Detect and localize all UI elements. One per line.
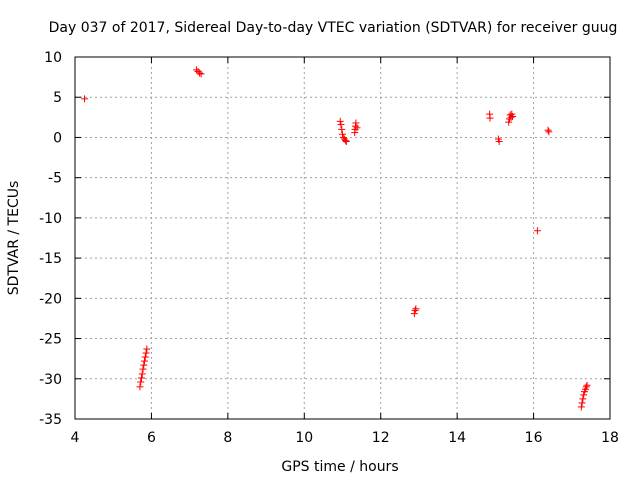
data-point (342, 137, 350, 145)
data-point (578, 399, 586, 407)
data-point (412, 305, 420, 313)
data-point (353, 124, 361, 132)
data-point (137, 374, 145, 382)
data-point (507, 113, 515, 121)
data-point (337, 121, 345, 129)
data-point (197, 70, 205, 78)
data-point (580, 391, 588, 399)
data-point (196, 69, 204, 77)
x-axis-label: GPS time / hours (281, 459, 398, 475)
data-point (138, 370, 146, 378)
tick-labels: 4 6 8 10 12 14 16 18 10 5 0 -5 -10 -15 -20 -25 -30 -35 (39, 50, 619, 446)
data-point (544, 126, 552, 134)
data-point (509, 113, 517, 121)
y-tick-label: 10 (44, 50, 62, 66)
data-point (577, 403, 585, 411)
data-point (410, 310, 418, 318)
y-tick-label: -30 (39, 372, 62, 388)
ticks (74, 56, 611, 420)
data-point (140, 361, 148, 369)
data-points (81, 66, 591, 411)
y-tick-label: -15 (39, 251, 62, 267)
x-tick-label: 6 (147, 430, 156, 446)
data-point (411, 306, 419, 314)
data-point (338, 125, 346, 133)
x-tick-label: 4 (71, 430, 80, 446)
y-axis-label: SDTVAR / TECUs (6, 181, 22, 296)
data-point (141, 353, 149, 361)
data-point (533, 227, 541, 235)
data-point (136, 383, 144, 391)
data-point (505, 118, 513, 126)
data-point (141, 357, 149, 365)
x-tick-label: 10 (295, 430, 313, 446)
data-point (139, 365, 147, 373)
data-point (342, 137, 350, 145)
x-tick-label: 18 (601, 430, 619, 446)
y-tick-label: -25 (39, 332, 62, 348)
y-tick-label: -35 (39, 412, 62, 428)
y-tick-label: -10 (39, 211, 62, 227)
data-point (336, 117, 344, 125)
chart-title: Day 037 of 2017, Sidereal Day-to-day VTE… (49, 20, 618, 36)
y-tick-label: 5 (53, 90, 62, 106)
x-tick-label: 12 (372, 430, 390, 446)
grid (75, 57, 610, 419)
data-point (193, 66, 201, 74)
data-point (339, 130, 346, 138)
data-point (583, 381, 591, 389)
data-point (579, 395, 587, 403)
y-tick-label: 0 (53, 130, 62, 146)
data-point (81, 95, 89, 103)
data-point (137, 378, 145, 386)
plot-frame (74, 56, 611, 420)
data-point (143, 345, 151, 353)
x-tick-label: 14 (448, 430, 466, 446)
data-point (486, 114, 494, 122)
y-tick-label: -20 (39, 291, 62, 307)
data-point (352, 119, 360, 127)
x-tick-label: 8 (223, 430, 232, 446)
data-point (545, 128, 553, 136)
data-point (582, 383, 590, 391)
data-point (495, 137, 503, 145)
y-tick-label: -5 (48, 171, 62, 187)
x-tick-label: 16 (525, 430, 543, 446)
data-point (142, 349, 150, 357)
